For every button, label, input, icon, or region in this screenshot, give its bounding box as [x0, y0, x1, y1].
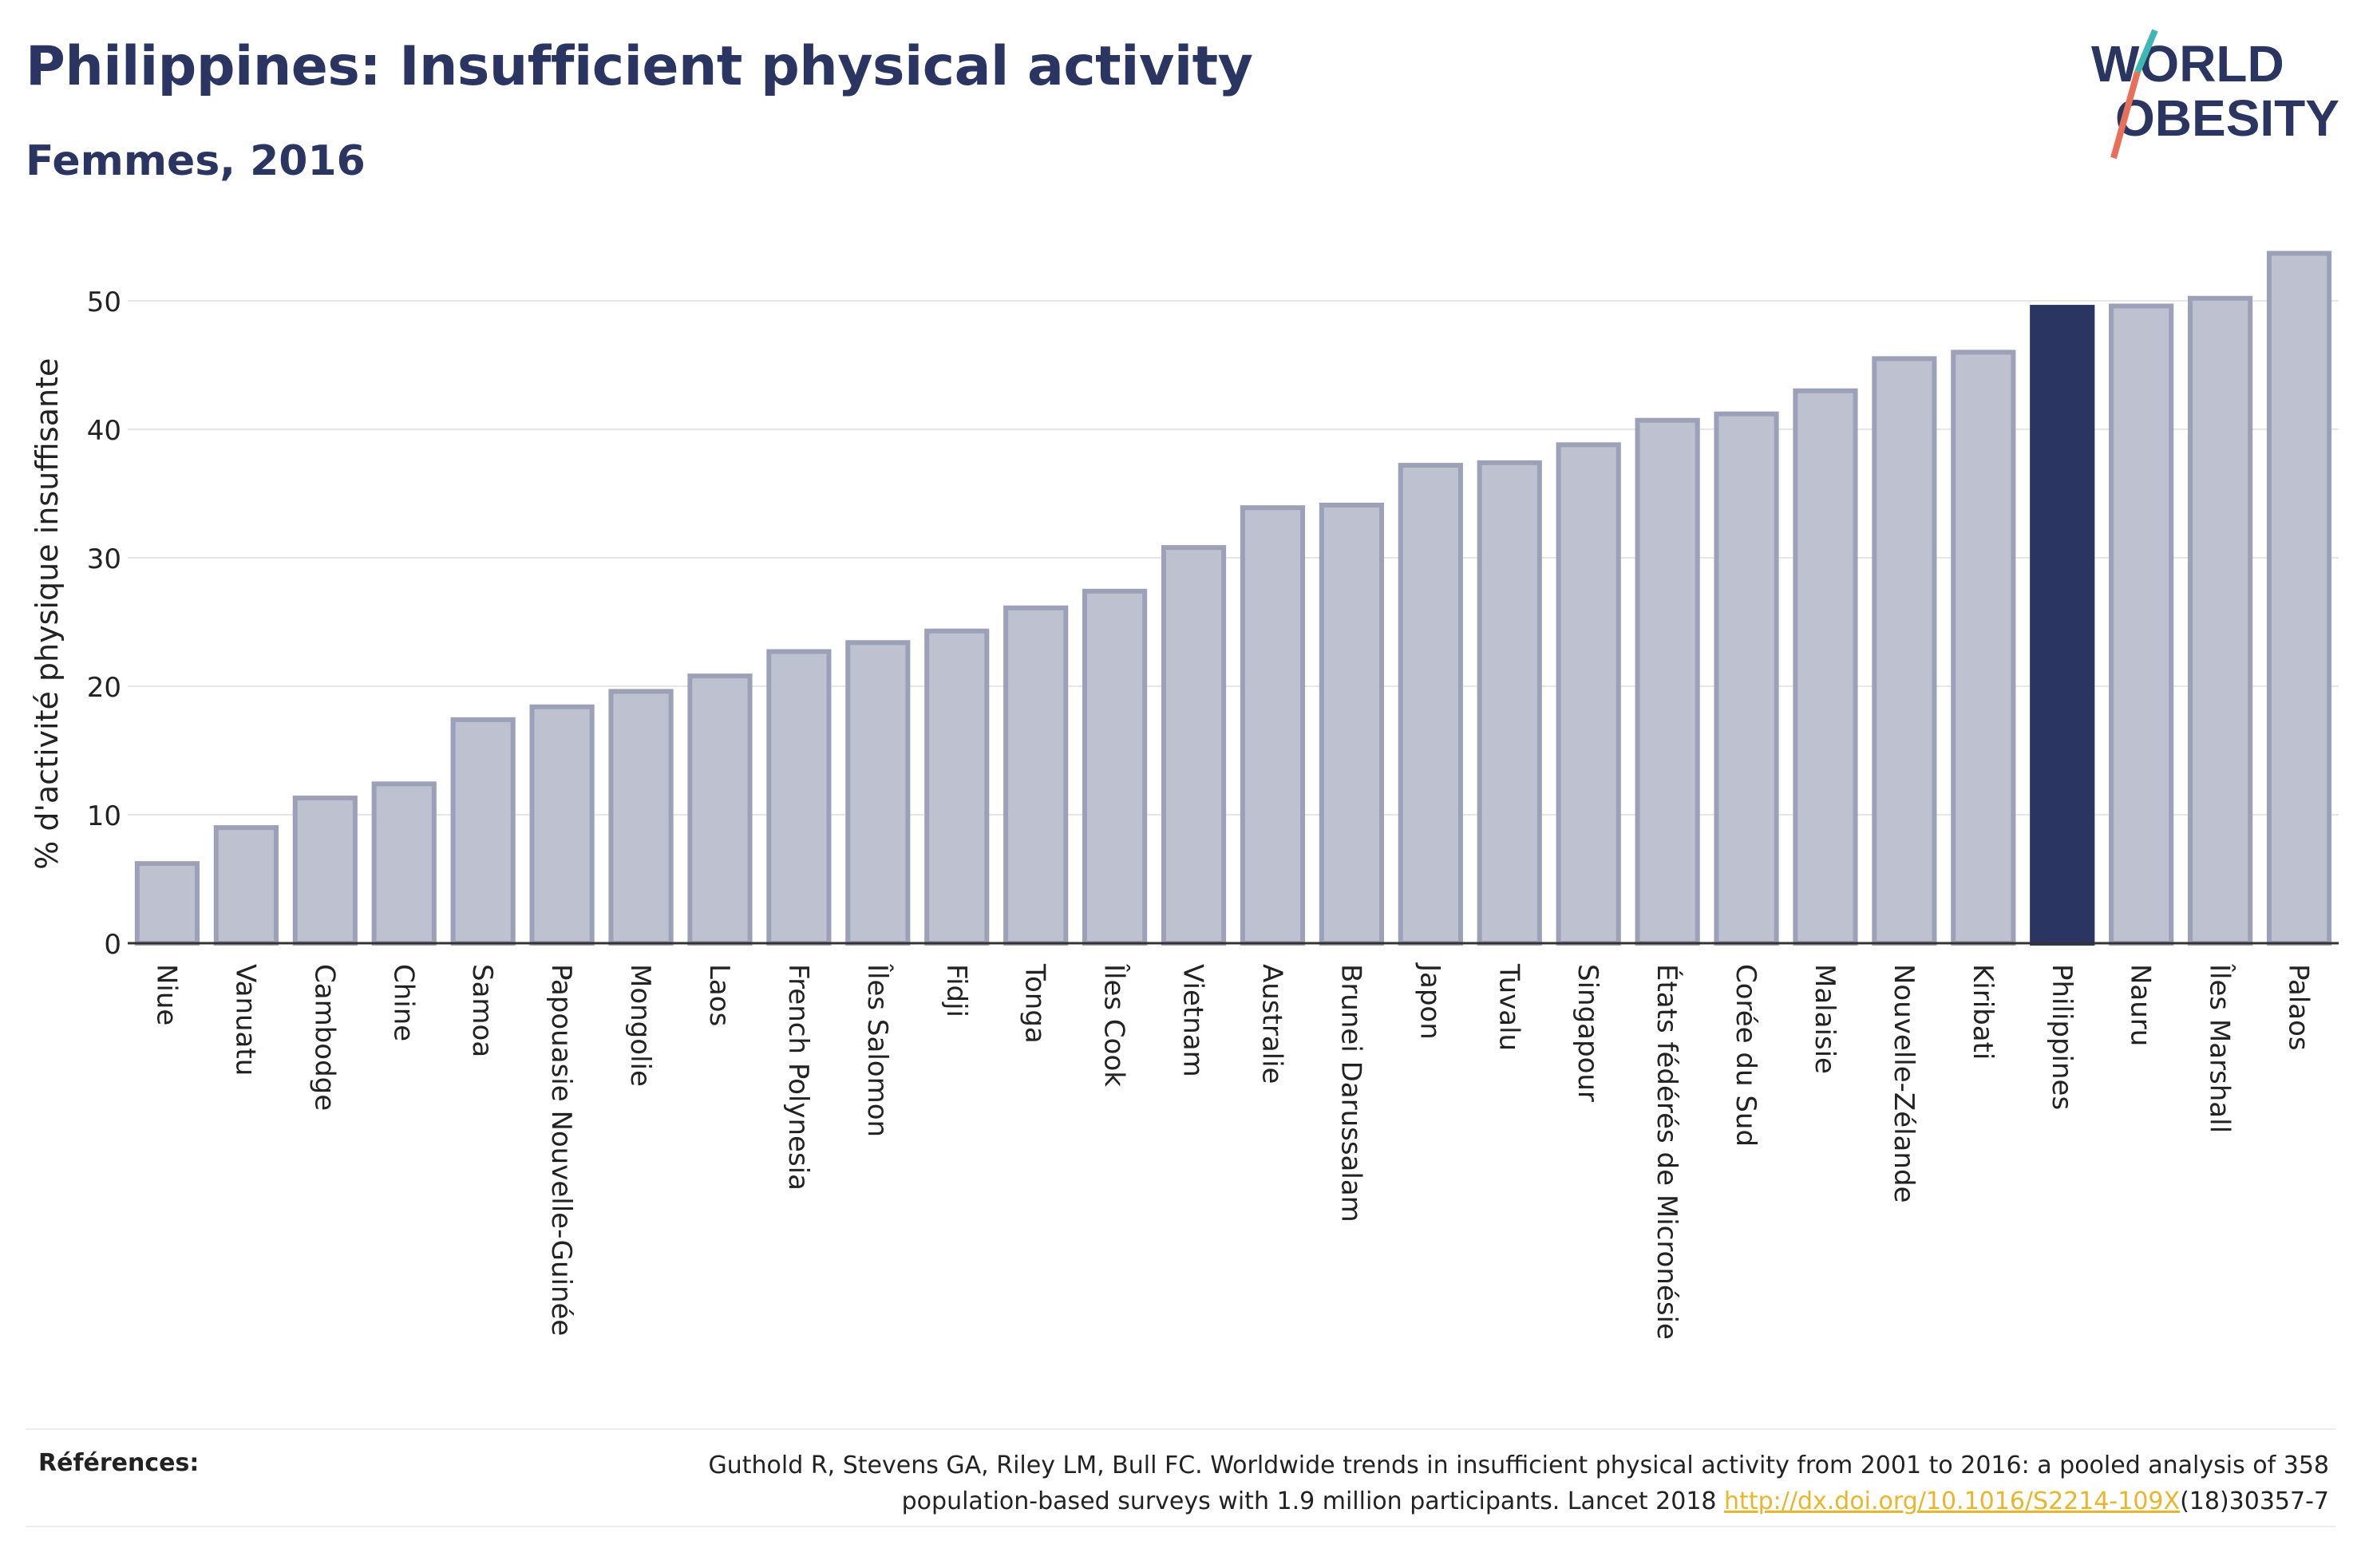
bar [845, 640, 911, 946]
logo-line1: WORLD [2091, 35, 2284, 93]
y-tick-label: 20 [87, 672, 121, 704]
bar [608, 689, 674, 946]
y-tick-labels: 0 10 20 30 40 50 [87, 286, 121, 961]
x-tick-label: États fédérés de Micronésie [1651, 964, 1683, 1340]
bar [1319, 502, 1384, 946]
y-tick-label: 0 [104, 929, 121, 961]
logo-slash-coral [2110, 70, 2141, 160]
x-tick-label: Mongolie [624, 964, 656, 1087]
x-tick-label: Laos [703, 964, 735, 1026]
bar [1556, 442, 1621, 946]
x-tick-label: Philippines [2046, 964, 2078, 1110]
references-top-divider [26, 1428, 2335, 1430]
x-tick-label: French Polynesia [782, 964, 814, 1191]
bar [213, 825, 279, 946]
world-obesity-logo: WORLD OBESITY [2091, 29, 2339, 160]
bar [687, 673, 753, 946]
y-tick-label: 10 [87, 800, 121, 832]
bar [2188, 295, 2253, 946]
x-tick-label: Singapour [1572, 964, 1604, 1102]
x-tick-label: Tonga [1019, 963, 1051, 1044]
bar [529, 704, 595, 946]
x-tick-label: Samoa [466, 964, 498, 1057]
y-tick-label: 50 [87, 286, 121, 318]
bar [1635, 417, 1700, 946]
bar [924, 628, 990, 946]
bar [1477, 460, 1542, 946]
y-tick-label: 40 [87, 415, 121, 447]
x-tick-label: Kiribati [1967, 964, 1999, 1060]
references-bottom-divider [26, 1526, 2335, 1527]
reference-line1: Guthold R, Stevens GA, Riley LM, Bull FC… [708, 1451, 2329, 1479]
x-tick-label: Papouasie Nouvelle-Guinée [545, 964, 577, 1336]
bar-highlight [2030, 305, 2095, 946]
bar [292, 796, 358, 946]
bar [1872, 356, 1937, 946]
bar [1161, 545, 1227, 946]
bars [134, 251, 2332, 946]
x-tick-label: Japon [1414, 962, 1445, 1040]
x-tick-label: Îles Salomon [861, 963, 894, 1137]
x-tick-label: Nouvelle-Zélande [1888, 964, 1920, 1203]
bar [1240, 505, 1306, 946]
x-tick-label: Brunei Darussalam [1335, 964, 1366, 1222]
x-tick-label: Vietnam [1177, 964, 1209, 1077]
references-label: Références: [38, 1449, 200, 1477]
x-tick-label: Chine [387, 964, 419, 1041]
chart-title: Philippines: Insufficient physical activ… [26, 35, 1253, 98]
references-text: Guthold R, Stevens GA, Riley LM, Bull FC… [493, 1448, 2329, 1519]
x-tick-label: Tuvalu [1493, 963, 1525, 1051]
x-tick-label: Nauru [2125, 964, 2157, 1046]
bar [766, 649, 832, 946]
logo-slash-teal [2134, 29, 2158, 73]
bar [134, 861, 200, 946]
bar [450, 717, 516, 946]
x-tick-label: Vanuatu [229, 964, 261, 1076]
x-tick-label: Corée du Sud [1730, 964, 1762, 1147]
x-tick-label: Fidji [940, 964, 972, 1017]
bar [2266, 251, 2332, 946]
reference-line2: population-based surveys with 1.9 millio… [901, 1487, 1725, 1515]
x-tick-label: Îles Marshall [2204, 963, 2236, 1133]
bar [1082, 588, 1148, 946]
bar [1793, 388, 1858, 946]
x-tick-label: Malaisie [1809, 964, 1841, 1074]
bar [1714, 411, 1779, 946]
x-tick-label: Îles Cook [1098, 963, 1131, 1087]
y-axis-label: % d'activité physique insuffisante [30, 358, 65, 870]
logo-line2: OBESITY [2115, 89, 2339, 147]
x-tick-label: Cambodge [308, 964, 340, 1111]
x-tick-labels: Niue Vanuatu Cambodge Chine Samoa Papouasie N… [150, 962, 2314, 1340]
bar [2109, 303, 2174, 946]
doi-link[interactable]: http://dx.doi.org/10.1016/S2214-109X [1724, 1487, 2181, 1515]
bar [1003, 605, 1069, 946]
chart-subtitle: Femmes, 2016 [26, 137, 366, 185]
y-tick-label: 30 [87, 543, 121, 575]
x-tick-label: Palaos [2283, 964, 2315, 1051]
x-tick-label: Australie [1256, 964, 1287, 1084]
bar [371, 781, 437, 946]
x-tick-label: Niue [150, 964, 182, 1025]
bar [1398, 463, 1463, 946]
bar [1951, 350, 2016, 946]
reference-line2-end: (18)30357-7 [2180, 1487, 2329, 1515]
